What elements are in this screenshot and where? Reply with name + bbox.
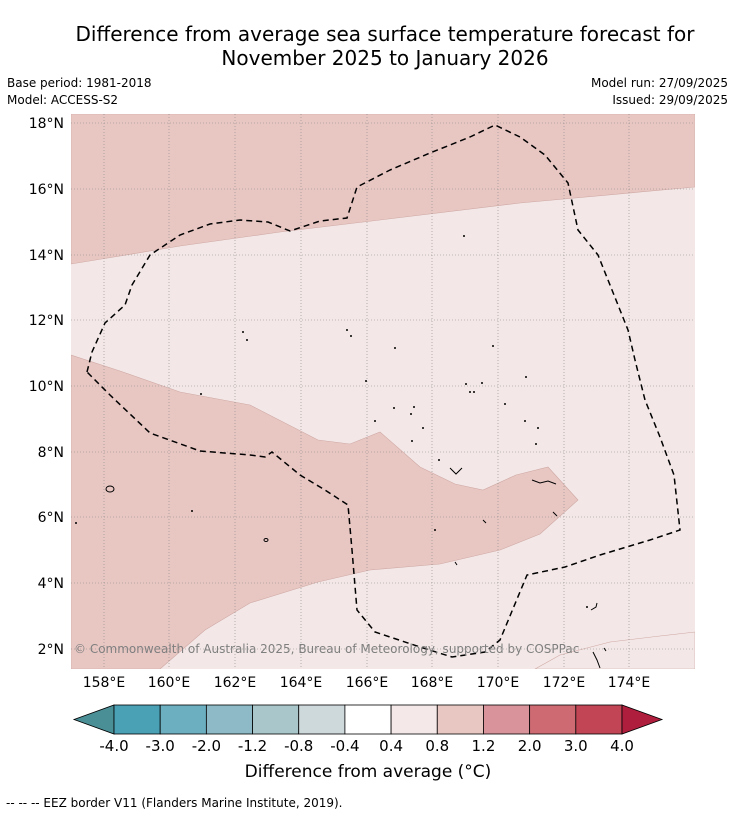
latitude-labels: 18°N 16°N 14°N 12°N 10°N 8°N 6°N 4°N 2°N bbox=[29, 116, 64, 658]
graticule bbox=[71, 114, 695, 669]
lat-label: 12°N bbox=[29, 313, 64, 329]
colorbar-segment bbox=[113, 704, 161, 735]
lat-label: 4°N bbox=[38, 576, 64, 592]
lon-label: 158°E bbox=[83, 675, 126, 691]
colorbar-tick-label: 2.0 bbox=[518, 737, 542, 755]
map-title: Difference from average sea surface temp… bbox=[40, 22, 730, 70]
eez-border bbox=[86, 124, 681, 658]
colorbar-segment bbox=[298, 704, 346, 735]
model-name: Model: ACCESS-S2 bbox=[7, 93, 119, 107]
eez-legend: -- -- -- EEZ border V11 (Flanders Marine… bbox=[6, 796, 343, 810]
longitude-labels: 158°E 160°E 162°E 164°E 166°E 168°E 170°… bbox=[83, 675, 651, 691]
lat-label: 10°N bbox=[29, 379, 64, 395]
lon-label: 168°E bbox=[411, 675, 454, 691]
meta-right: Model run: 27/09/2025 Issued: 29/09/2025 bbox=[591, 75, 728, 109]
lon-label: 166°E bbox=[346, 675, 389, 691]
lat-label: 14°N bbox=[29, 248, 64, 264]
colorbar-tick-label: 0.8 bbox=[425, 737, 449, 755]
title-line-1: Difference from average sea surface temp… bbox=[75, 22, 695, 46]
colorbar-label: Difference from average (°C) bbox=[244, 762, 492, 782]
lon-label: 162°E bbox=[214, 675, 257, 691]
colorbar-tick-label: -0.8 bbox=[284, 737, 313, 755]
lon-label: 170°E bbox=[477, 675, 520, 691]
colorbar-tick-label: 4.0 bbox=[610, 737, 634, 755]
lon-label: 174°E bbox=[608, 675, 651, 691]
copyright-credit: © Commonwealth of Australia 2025, Bureau… bbox=[74, 642, 579, 656]
colorbar: -4.0 -3.0 -2.0 -1.2 -0.8 -0.4 0.4 0.8 1.2 2.0 3.0 4… bbox=[72, 704, 664, 755]
lat-label: 2°N bbox=[38, 642, 64, 658]
colorbar-segment bbox=[252, 704, 300, 735]
colorbar-tick-label: -0.4 bbox=[330, 737, 359, 755]
colorbar-segment bbox=[436, 704, 484, 735]
atoll-dots bbox=[75, 235, 588, 608]
colorbar-tick-label: 1.2 bbox=[472, 737, 496, 755]
lat-label: 16°N bbox=[29, 182, 64, 198]
colorbar-tick-label: -4.0 bbox=[99, 737, 128, 755]
colorbar-extend-high bbox=[621, 704, 664, 735]
colorbar-tick-label: -2.0 bbox=[192, 737, 221, 755]
lat-label: 18°N bbox=[29, 116, 64, 132]
model-run: Model run: 27/09/2025 bbox=[590, 76, 728, 90]
colorbar-segment bbox=[159, 704, 207, 735]
title-line-2: November 2025 to January 2026 bbox=[221, 46, 549, 70]
colorbar-segment bbox=[529, 704, 577, 735]
map-area: © Commonwealth of Australia 2025, Bureau… bbox=[71, 114, 695, 669]
meta-left: Base period: 1981-2018 Model: ACCESS-S2 bbox=[7, 75, 152, 109]
colorbar-tick-label: -1.2 bbox=[238, 737, 267, 755]
issued-date: Issued: 29/09/2025 bbox=[612, 93, 728, 107]
lon-label: 172°E bbox=[543, 675, 586, 691]
base-period: Base period: 1981-2018 bbox=[7, 76, 152, 90]
zone-light-edge bbox=[534, 631, 695, 669]
lon-label: 160°E bbox=[148, 675, 191, 691]
colorbar-tick-label: 0.4 bbox=[379, 737, 403, 755]
islands bbox=[105, 467, 607, 669]
lon-label: 164°E bbox=[280, 675, 323, 691]
colorbar-segment bbox=[344, 704, 392, 735]
colorbar-tick-label: 3.0 bbox=[564, 737, 588, 755]
colorbar-segment bbox=[390, 704, 438, 735]
lat-label: 6°N bbox=[38, 510, 64, 526]
colorbar-tick-label: -3.0 bbox=[146, 737, 175, 755]
lat-label: 8°N bbox=[38, 445, 64, 461]
colorbar-segment bbox=[575, 704, 623, 735]
colorbar-segment bbox=[483, 704, 531, 735]
colorbar-extend-low bbox=[72, 704, 115, 735]
colorbar-segment bbox=[205, 704, 253, 735]
